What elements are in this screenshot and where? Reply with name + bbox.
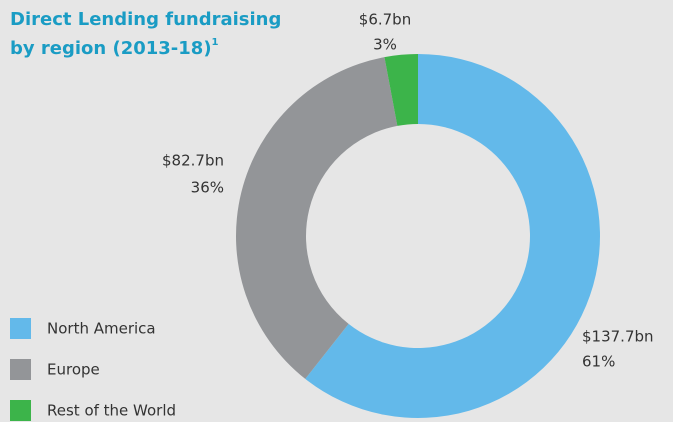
- legend-swatch: [10, 400, 31, 421]
- title-footnote: 1: [212, 37, 219, 48]
- value-label: $6.7bn: [359, 11, 411, 29]
- chart-title: by region (2013-18)1: [10, 37, 219, 59]
- legend-label: Europe: [47, 361, 100, 379]
- legend-label: Rest of the World: [47, 402, 176, 420]
- percent-label: 36%: [191, 179, 224, 197]
- donut-slice: [305, 54, 600, 418]
- percent-label: 61%: [582, 353, 615, 371]
- donut-slice: [384, 54, 418, 126]
- value-label: $137.7bn: [582, 328, 654, 346]
- legend-swatch: [10, 359, 31, 380]
- donut-slice: [235, 57, 398, 379]
- chart-title: Direct Lending fundraising: [10, 9, 281, 30]
- legend-swatch: [10, 318, 31, 339]
- percent-label: 3%: [373, 36, 397, 54]
- legend-label: North America: [47, 320, 156, 338]
- value-label: $82.7bn: [162, 152, 224, 170]
- title-line: by region (2013-18): [10, 38, 212, 59]
